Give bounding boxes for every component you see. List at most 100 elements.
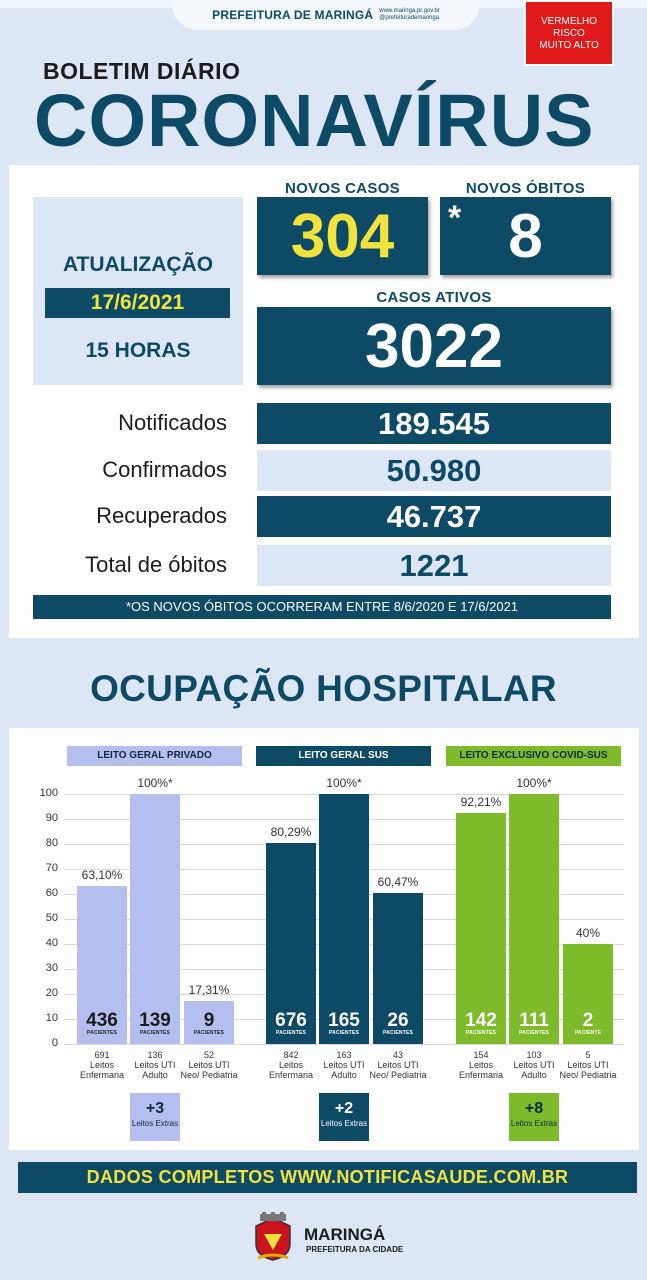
bar — [373, 892, 423, 1044]
header-tab: PREFEITURA DE MARINGÁ www.maringa.pr.gov… — [172, 0, 480, 30]
bar-percent-label: 63,10% — [81, 868, 123, 883]
update-date: 17/6/2021 — [45, 288, 230, 318]
bar — [319, 794, 369, 1044]
beds-caption: Leitos Enfermaria — [79, 1060, 124, 1080]
brand-name: MARINGÁ — [304, 1225, 386, 1244]
bar-percent-label: 17,31% — [188, 982, 230, 997]
gridline — [64, 1044, 624, 1045]
data-link-banner[interactable]: DADOS COMPLETOS WWW.NOTIFICASAUDE.COM.BR — [18, 1162, 637, 1193]
bar-caption: 103 Leitos UTI Adulto — [503, 1050, 565, 1080]
bar — [130, 794, 180, 1044]
new-deaths-box: * 8 — [440, 197, 611, 275]
beds-caption: Leitos UTI Neo/ Pediatria — [180, 1060, 238, 1080]
bar — [266, 843, 316, 1044]
patients-label: PACIENTES — [518, 1030, 550, 1036]
bar-caption: 5 Leitos UTI Neo/ Pediatria — [557, 1050, 619, 1080]
extra-beds-box: +8 Leitos Extras — [509, 1093, 559, 1141]
bar-patients: 26 PACIENTES — [373, 1011, 423, 1036]
deaths-asterisk: * — [448, 199, 462, 237]
extra-beds-box: +3 Leitos Extras — [130, 1093, 180, 1141]
update-hour: 15 HORAS — [85, 339, 191, 362]
patients-count: 436 — [86, 1010, 118, 1031]
boletim-label: BOLETIM DIÁRIO — [43, 58, 241, 84]
bar — [184, 1000, 234, 1044]
patients-count: 139 — [139, 1010, 171, 1031]
patients-count: 111 — [519, 1010, 549, 1031]
patients-label: PACIENTES — [275, 1030, 307, 1036]
bar-caption: 52 Leitos UTI Neo/ Pediatria — [178, 1050, 240, 1080]
patients-count: 676 — [275, 1010, 307, 1031]
site-url[interactable]: www.maringa.pr.gov.br — [379, 8, 440, 14]
y-tick-label: 60 — [45, 887, 58, 899]
bar-patients: 436 PACIENTES — [77, 1011, 127, 1036]
beds-count: 842 — [283, 1050, 299, 1060]
hospital-title: OCUPAÇÃO HOSPITALAR — [90, 668, 557, 709]
patients-label: PACIENTES — [328, 1030, 360, 1036]
extra-beds-box: +2 Leitos Extras — [319, 1093, 369, 1141]
beds-caption: Leitos UTI Neo/ Pediatria — [559, 1060, 617, 1080]
beds-count: 691 — [94, 1050, 110, 1060]
patients-label: PACIENTES — [382, 1030, 414, 1036]
patients-count: 142 — [465, 1010, 497, 1031]
new-deaths-value: 8 — [508, 201, 543, 271]
patients-label: PACIENTES — [139, 1030, 171, 1036]
extra-beds-label: Leitos Extras — [510, 1119, 558, 1128]
patients-count: 165 — [328, 1010, 360, 1031]
social-handle: @prefeiturademaringa — [379, 15, 440, 21]
beds-count: 154 — [473, 1050, 489, 1060]
extra-beds-count: +2 — [334, 1100, 354, 1117]
y-tick-label: 80 — [45, 837, 58, 849]
bar-patients: 111 PACIENTES — [509, 1011, 559, 1036]
bar — [77, 886, 127, 1044]
stat-value-notificados: 189.545 — [257, 403, 611, 444]
risk-badge: VERMELHO RISCO MUITO ALTO — [524, 0, 614, 66]
patients-label: PACIENTES — [193, 1030, 225, 1036]
group-header: LEITO GERAL SUS — [256, 746, 431, 766]
stat-label-notificados: Notificados — [118, 410, 227, 435]
y-tick-label: 70 — [45, 862, 58, 874]
bar-percent-label: 92,21% — [460, 795, 502, 810]
beds-count: 163 — [336, 1050, 352, 1060]
new-deaths-label: NOVOS ÓBITOS — [465, 180, 586, 197]
bar-patients: 2 PACIENTE — [563, 1011, 613, 1036]
city-seal-icon — [252, 1212, 294, 1262]
extra-beds-label: Leitos Extras — [131, 1119, 179, 1128]
extra-beds-count: +3 — [145, 1100, 165, 1117]
y-tick-label: 100 — [39, 787, 58, 799]
bar — [563, 944, 613, 1044]
y-tick-label: 10 — [45, 1012, 58, 1024]
brand-subtitle: PREFEITURA DA CIDADE — [306, 1245, 404, 1254]
patients-label: PACIENTE — [574, 1030, 602, 1036]
bar-caption: 154 Leitos Enfermaria — [450, 1050, 512, 1080]
bar-patients: 142 PACIENTES — [456, 1011, 506, 1036]
bar-percent-label: 40% — [575, 926, 601, 940]
beds-count: 103 — [526, 1050, 542, 1060]
bar-caption: 163 Leitos UTI Adulto — [313, 1050, 375, 1080]
bar — [509, 794, 559, 1044]
patients-count: 2 — [582, 1010, 594, 1031]
bar-caption: 136 Leitos UTI Adulto — [124, 1050, 186, 1080]
bar-percent-label: 60,47% — [377, 874, 419, 889]
beds-caption: Leitos UTI Adulto — [323, 1060, 365, 1080]
active-cases-label: CASOS ATIVOS — [376, 289, 492, 306]
beds-caption: Leitos UTI Neo/ Pediatria — [369, 1060, 427, 1080]
new-cases-value: 304 — [257, 197, 428, 275]
stat-value-recuperados: 46.737 — [257, 496, 611, 537]
update-label: ATUALIZAÇÃO — [62, 253, 214, 276]
bar-caption: 691 Leitos Enfermaria — [71, 1050, 133, 1080]
bar-caption: 842 Leitos Enfermaria — [260, 1050, 322, 1080]
y-tick-label: 90 — [45, 812, 58, 824]
patients-label: PACIENTES — [86, 1030, 118, 1036]
extra-beds-label: Leitos Extras — [320, 1119, 368, 1128]
patients-label: PACIENTES — [465, 1030, 497, 1036]
stat-label-total-obitos: Total de óbitos — [85, 552, 227, 577]
bar-percent-label: 100%* — [326, 776, 362, 790]
beds-count: 52 — [203, 1050, 214, 1060]
stat-value-total-obitos: 1221 — [257, 545, 611, 586]
beds-caption: Leitos UTI Adulto — [513, 1060, 555, 1080]
y-tick-label: 20 — [45, 987, 58, 999]
beds-count: 136 — [147, 1050, 163, 1060]
hospital-chart: 100 90 80 70 60 50 40 30 20 10 0 LEITO GERAL PRIVAD… — [39, 746, 624, 1141]
page-title: CORONAVÍRUS — [34, 79, 595, 162]
beds-count: 43 — [392, 1050, 403, 1060]
